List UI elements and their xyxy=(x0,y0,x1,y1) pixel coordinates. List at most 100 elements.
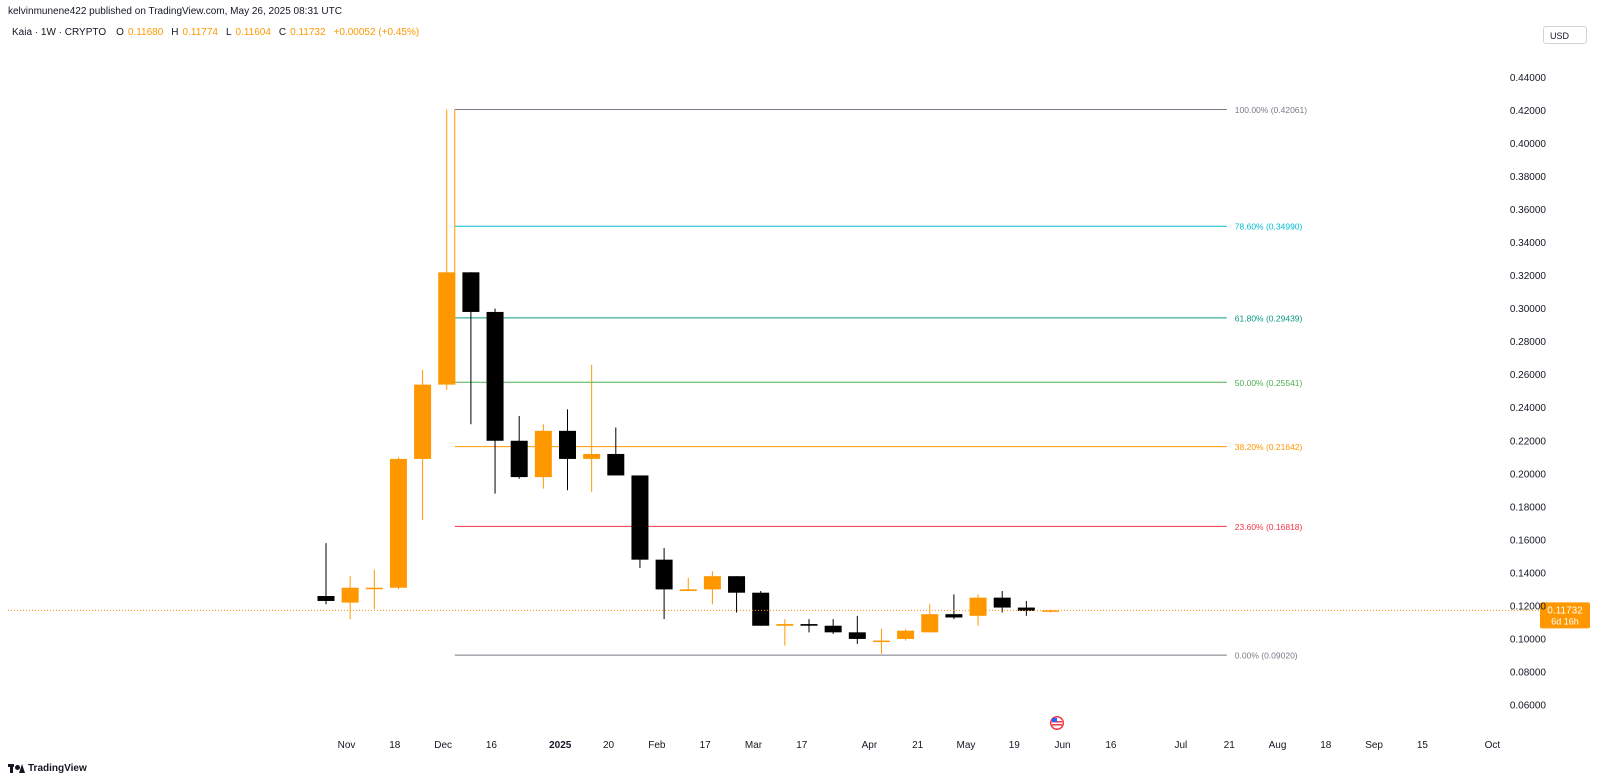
candle-body xyxy=(800,624,818,626)
high-value: 0.11774 xyxy=(182,27,218,38)
candle-body xyxy=(776,624,794,626)
candle-body xyxy=(559,430,576,459)
y-tick-label: 0.36000 xyxy=(1510,205,1547,216)
candle-body xyxy=(389,458,407,588)
y-tick-label: 0.34000 xyxy=(1510,238,1547,249)
symbol-legend: Kaia · 1W · CRYPTO O 0.11680 H 0.11774 L 0.… xyxy=(12,27,423,38)
us-flag-icon[interactable] xyxy=(1050,716,1064,730)
low-value: 0.11604 xyxy=(235,27,271,38)
y-tick-label: 0.08000 xyxy=(1510,667,1547,678)
y-tick-label: 0.06000 xyxy=(1510,701,1547,712)
y-tick-label: 0.10000 xyxy=(1510,634,1547,645)
candle-body xyxy=(510,440,528,478)
fib-level-label: 78.60% (0.34990) xyxy=(1235,222,1303,232)
y-tick-label: 0.16000 xyxy=(1510,535,1547,546)
candle-body xyxy=(534,430,552,478)
candle-body xyxy=(607,453,625,476)
tradingview-logo-icon xyxy=(8,764,25,773)
candle-body xyxy=(703,576,721,590)
x-tick-label: 20 xyxy=(603,740,615,751)
currency-button[interactable]: USD xyxy=(1543,26,1587,44)
y-tick-label: 0.42000 xyxy=(1510,106,1547,117)
candle-body xyxy=(438,272,456,385)
watermark-text: TradingView xyxy=(28,763,87,774)
x-tick-label: Apr xyxy=(862,740,878,751)
candle-body xyxy=(921,614,939,633)
price-tag-value: 0.11732 xyxy=(1547,605,1583,616)
candle-body xyxy=(824,625,842,633)
x-tick-label: Dec xyxy=(434,740,452,751)
y-tick-label: 0.14000 xyxy=(1510,568,1547,579)
candle-body xyxy=(848,632,866,639)
candle-body xyxy=(414,384,432,459)
candle-body xyxy=(728,576,746,593)
x-tick-label: Jul xyxy=(1175,740,1188,751)
y-tick-label: 0.38000 xyxy=(1510,172,1547,183)
candle-body xyxy=(993,597,1011,608)
x-tick-label: Mar xyxy=(745,740,763,751)
candle-body xyxy=(317,596,335,601)
tradingview-watermark[interactable]: TradingView xyxy=(8,763,87,774)
x-tick-label: Nov xyxy=(338,740,356,751)
price-tag-countdown: 6d 16h xyxy=(1551,616,1579,626)
candle-body xyxy=(679,589,697,592)
x-tick-label: Feb xyxy=(648,740,666,751)
x-tick-label: May xyxy=(957,740,976,751)
x-tick-label: 16 xyxy=(486,740,498,751)
open-label: O xyxy=(116,27,124,38)
price-chart[interactable]: 100.00% (0.42061) 78.60% (0.34990) 61.80% … xyxy=(8,20,1600,755)
x-tick-label: 19 xyxy=(1009,740,1021,751)
y-tick-label: 0.24000 xyxy=(1510,403,1547,414)
x-tick-label: 21 xyxy=(912,740,924,751)
x-tick-label: 17 xyxy=(700,740,712,751)
change-value: +0.00052 (+0.45%) xyxy=(333,27,420,38)
candle-body xyxy=(462,272,480,312)
fib-level-label: 0.00% (0.09020) xyxy=(1235,651,1298,661)
y-tick-label: 0.44000 xyxy=(1510,73,1547,84)
fib-level-label: 61.80% (0.29439) xyxy=(1235,313,1303,323)
fib-level-label: 100.00% (0.42061) xyxy=(1235,105,1307,115)
x-tick-label: 21 xyxy=(1224,740,1236,751)
candle-body xyxy=(486,311,504,441)
y-tick-label: 0.30000 xyxy=(1510,304,1547,315)
x-tick-label: Aug xyxy=(1269,740,1287,751)
publish-attribution: kelvinmunene422 published on TradingView… xyxy=(8,6,342,17)
candle-body xyxy=(341,587,359,603)
x-tick-label: 18 xyxy=(389,740,401,751)
candle-body xyxy=(945,614,963,618)
x-tick-label: 18 xyxy=(1320,740,1332,751)
close-label: C xyxy=(278,27,287,38)
candle-body xyxy=(583,453,601,459)
y-tick-label: 0.32000 xyxy=(1510,271,1547,282)
fib-level-label: 50.00% (0.25541) xyxy=(1235,378,1303,388)
open-value: 0.11680 xyxy=(127,27,164,38)
price-tag xyxy=(1540,602,1590,629)
candle-body xyxy=(1042,610,1059,612)
y-tick-label: 0.22000 xyxy=(1510,436,1547,447)
fib-level-label: 38.20% (0.21642) xyxy=(1235,442,1303,452)
close-value: 0.11732 xyxy=(290,27,326,38)
x-tick-label: Oct xyxy=(1485,740,1501,751)
fib-level-label: 23.60% (0.16818) xyxy=(1235,522,1303,532)
candle-body xyxy=(897,630,915,639)
low-label: L xyxy=(225,27,232,38)
x-tick-label: 16 xyxy=(1105,740,1117,751)
candle-body xyxy=(631,475,649,560)
candle-body xyxy=(969,597,987,616)
x-tick-label: 17 xyxy=(796,740,808,751)
x-tick-label: Jun xyxy=(1055,740,1071,751)
candle-body xyxy=(365,587,383,590)
y-tick-label: 0.28000 xyxy=(1510,337,1547,348)
x-tick-label: Sep xyxy=(1365,740,1383,751)
candle-body xyxy=(872,640,890,643)
high-label: H xyxy=(171,27,179,38)
candle-body xyxy=(655,559,673,590)
symbol-name[interactable]: Kaia · 1W · CRYPTO xyxy=(12,27,107,38)
x-tick-label: 15 xyxy=(1417,740,1429,751)
y-tick-label: 0.40000 xyxy=(1510,139,1547,150)
candle-body xyxy=(752,592,770,626)
y-tick-label: 0.12000 xyxy=(1510,601,1547,612)
candle-body xyxy=(1017,607,1035,611)
y-tick-label: 0.18000 xyxy=(1510,502,1547,513)
y-tick-label: 0.26000 xyxy=(1510,370,1547,381)
